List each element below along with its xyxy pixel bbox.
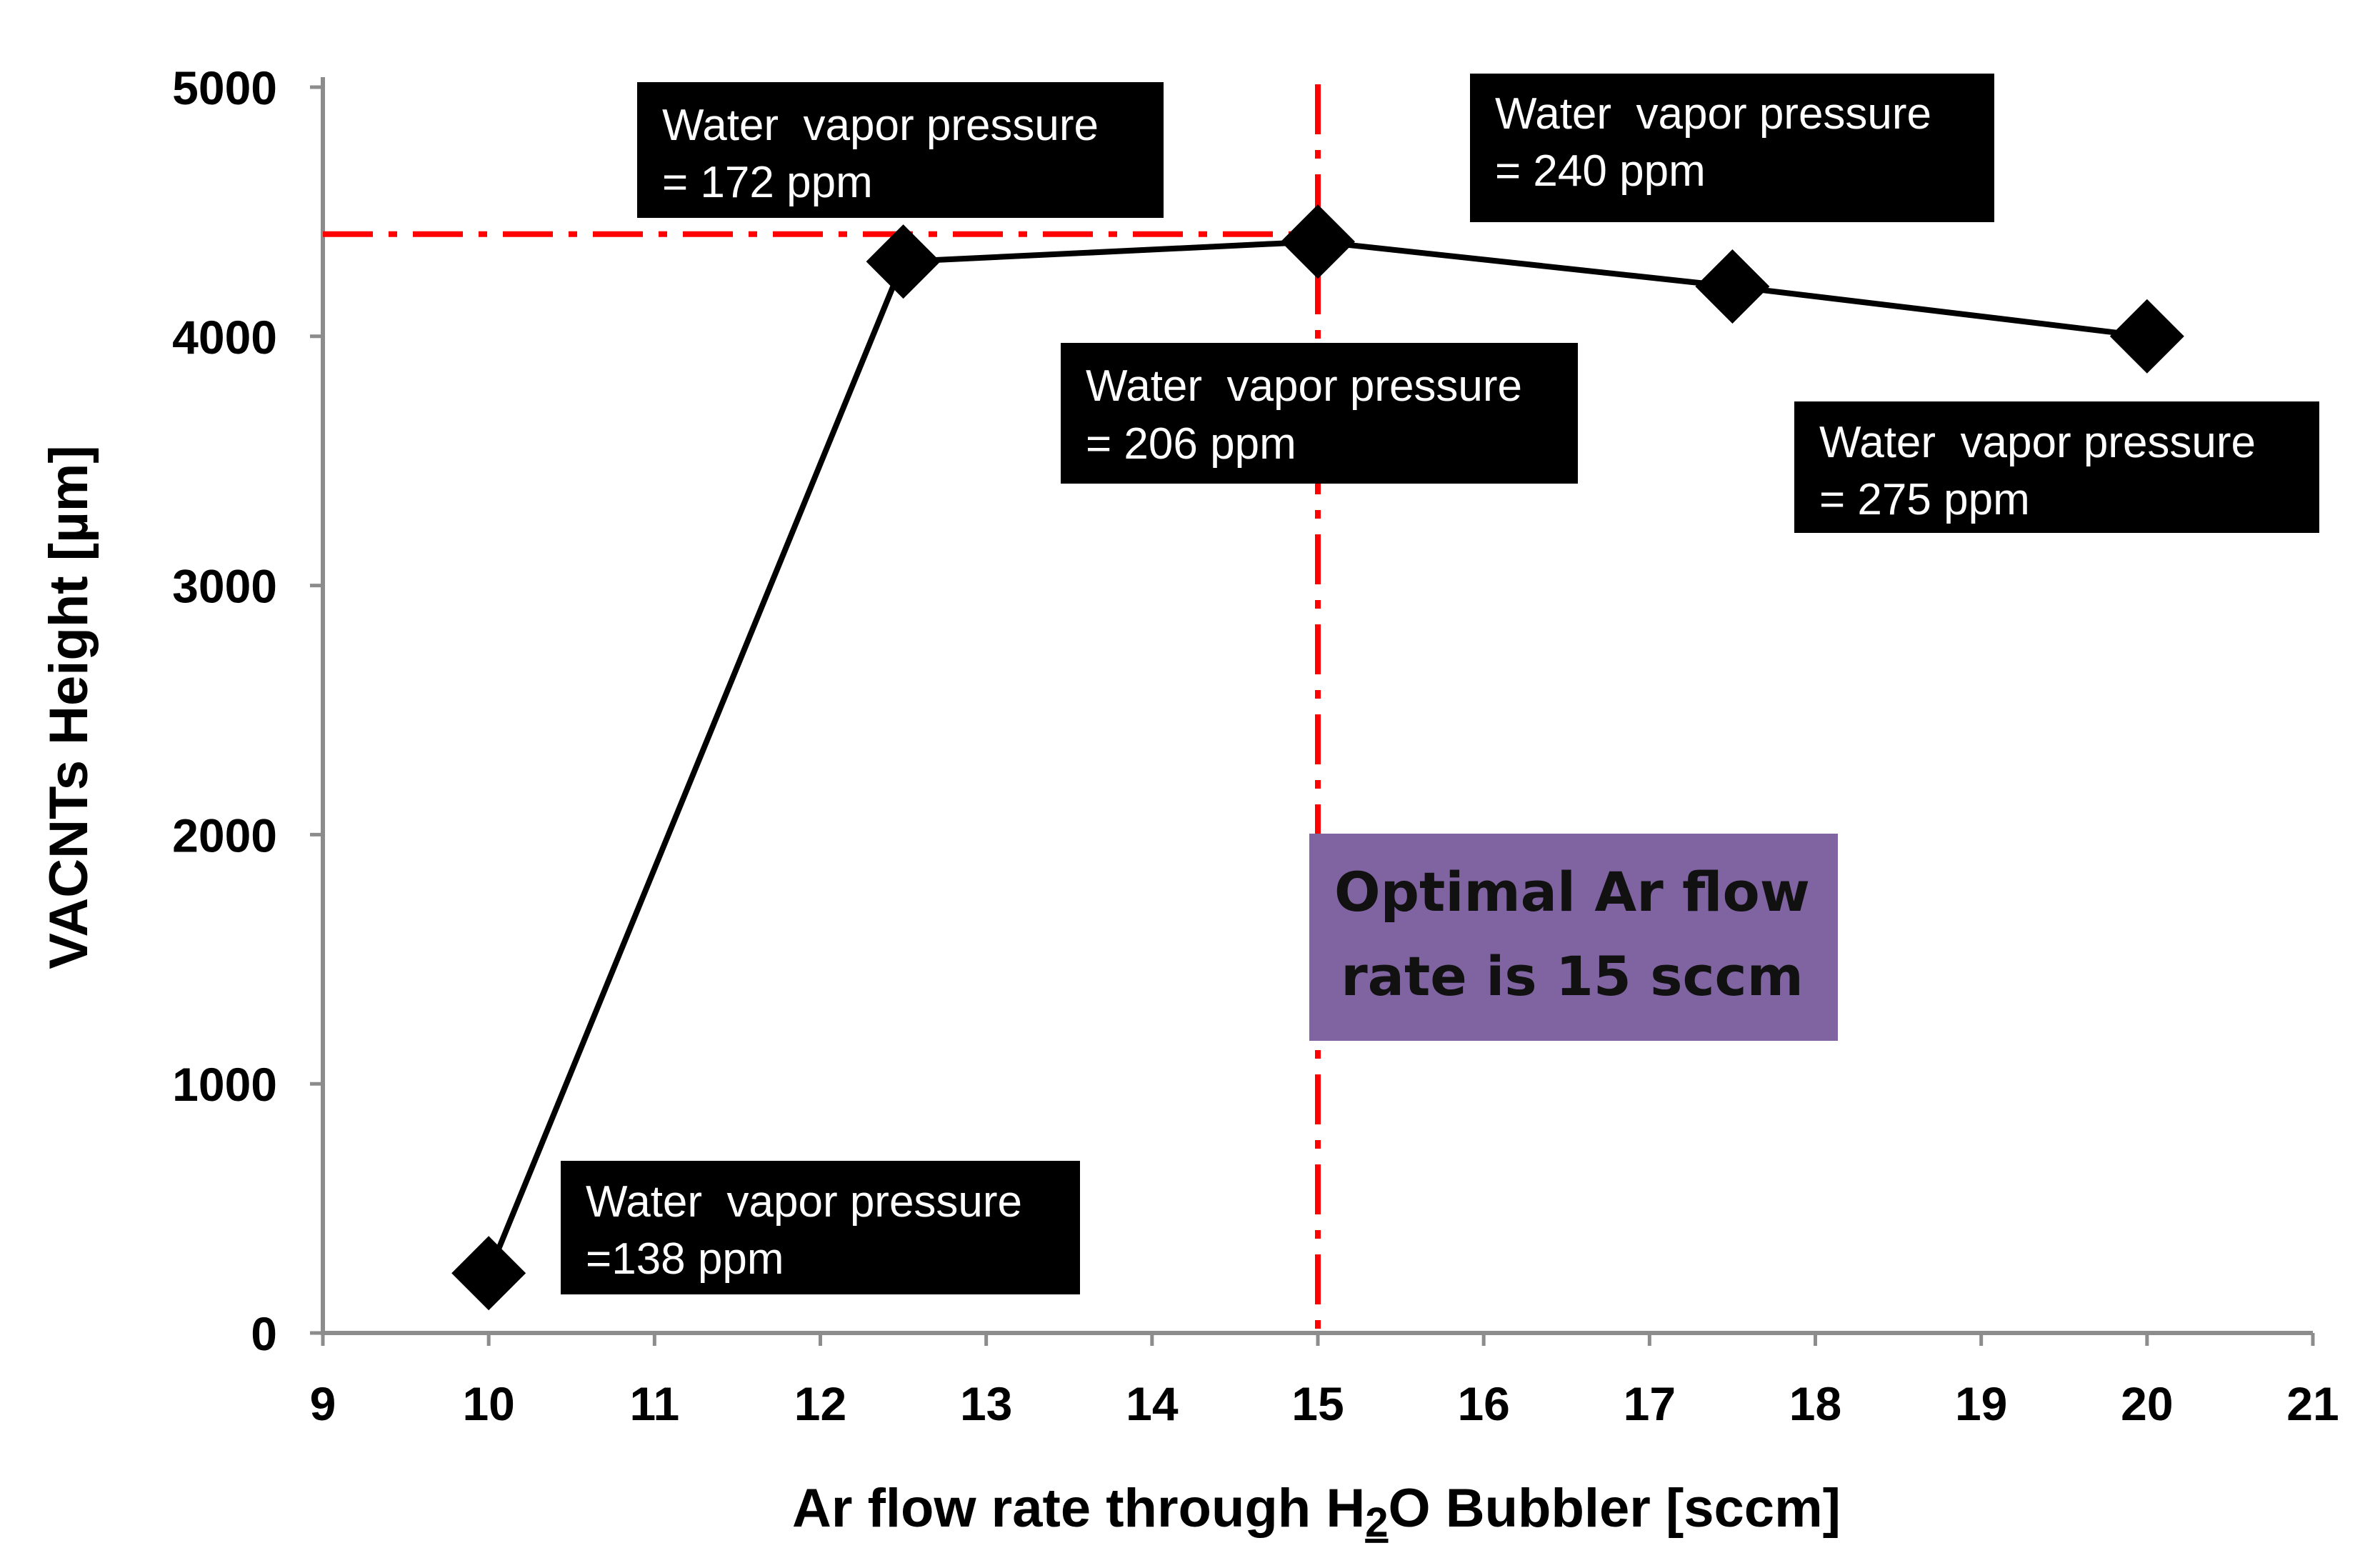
x-tick-label: 17 [1624, 1377, 1676, 1430]
x-tick-label: 15 [1291, 1377, 1344, 1430]
callout-box [1309, 834, 1838, 1041]
x-tick-label: 21 [2286, 1377, 2339, 1430]
callout-line-1: Optimal Ar flow [1334, 860, 1810, 924]
x-tick-label: 13 [960, 1377, 1012, 1430]
y-tick-label: 4000 [172, 311, 277, 364]
x-axis-title: Ar flow rate through H2O Bubbler [sccm] [792, 1478, 1841, 1546]
annotation-line-2: = 240 ppm [1495, 146, 1706, 196]
x-axis-title-prefix: Ar flow rate through H [792, 1478, 1365, 1539]
x-axis-title-suffix: O Bubbler [sccm] [1389, 1478, 1841, 1539]
reference-lines [323, 84, 1321, 1333]
x-axis-title-subscript: 2 [1365, 1499, 1388, 1546]
data-point [1695, 249, 1770, 324]
annotation-line-2: = 172 ppm [662, 158, 873, 207]
annotation-138: Water vapor pressure =138 ppm [561, 1161, 1080, 1294]
x-tick-label: 12 [794, 1377, 846, 1430]
x-tick-label: 19 [1955, 1377, 2007, 1430]
annotation-172: Water vapor pressure = 172 ppm [637, 82, 1164, 218]
annotation-box [1470, 74, 1994, 222]
optimal-callout: Optimal Ar flow rate is 15 sccm [1309, 834, 1838, 1041]
y-axis-title: VACNTs Height [µm] [39, 445, 99, 969]
y-tick-label: 1000 [172, 1058, 277, 1111]
x-tick-label: 10 [462, 1377, 514, 1430]
x-tick-label: 11 [629, 1377, 679, 1430]
x-tick-label: 18 [1789, 1377, 1841, 1430]
y-tick-label: 2000 [172, 809, 277, 862]
data-point [866, 224, 941, 299]
y-tick-label: 0 [251, 1307, 277, 1360]
annotation-box [561, 1161, 1080, 1294]
y-tick-label: 5000 [172, 61, 277, 114]
annotation-206: Water vapor pressure = 206 ppm [1061, 343, 1578, 484]
x-tick-label: 20 [2121, 1377, 2173, 1430]
tick-labels: 9 10 11 12 13 14 15 16 17 18 19 20 21 0 1000 2000 3000 40… [172, 61, 2339, 1430]
annotation-line-2: =138 ppm [586, 1234, 784, 1284]
axis-ticks [310, 85, 2315, 1346]
annotation-box [1061, 343, 1578, 484]
annotation-line-1: Water vapor pressure [586, 1177, 1022, 1227]
annotation-275: Water vapor pressure = 275 ppm [1794, 401, 2319, 533]
data-point [2109, 299, 2184, 374]
annotation-line-2: = 275 ppm [1819, 475, 2030, 524]
annotation-line-1: Water vapor pressure [1086, 361, 1522, 411]
x-tick-label: 14 [1126, 1377, 1179, 1430]
annotation-line-1: Water vapor pressure [662, 101, 1099, 150]
x-tick-label: 16 [1457, 1377, 1509, 1430]
y-tick-label: 3000 [172, 560, 277, 613]
x-tick-label: 9 [310, 1377, 336, 1430]
callout-line-2: rate is 15 sccm [1341, 944, 1804, 1008]
annotation-240: Water vapor pressure = 240 ppm [1470, 74, 1994, 222]
annotation-box [1794, 401, 2319, 533]
data-point [1281, 204, 1355, 279]
annotation-line-1: Water vapor pressure [1495, 89, 1931, 139]
annotation-line-1: Water vapor pressure [1819, 418, 2256, 467]
annotation-line-2: = 206 ppm [1086, 419, 1296, 469]
annotation-box [637, 82, 1164, 218]
data-series [451, 204, 2184, 1311]
data-point [451, 1236, 526, 1311]
